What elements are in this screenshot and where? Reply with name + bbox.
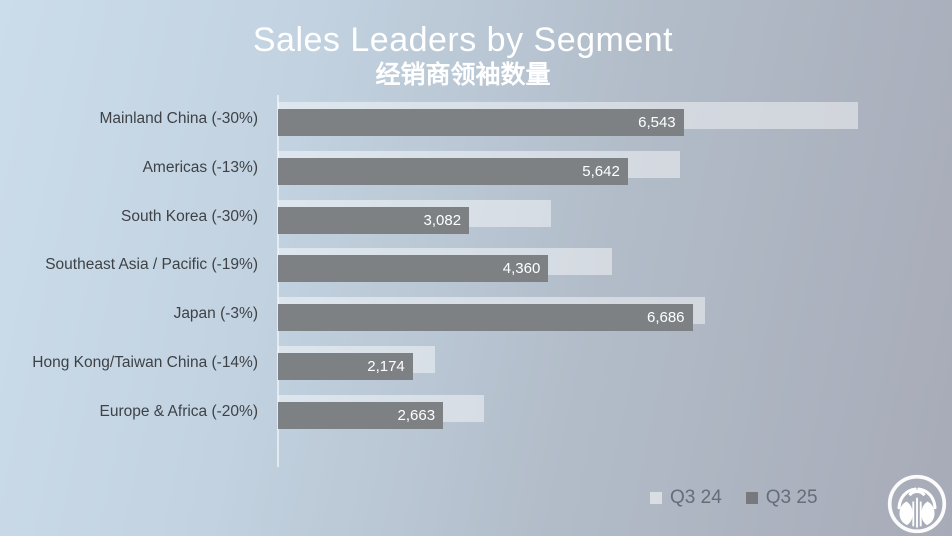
nu-skin-fountain-logo-icon [887,474,947,534]
chart-row: Americas (-13%) 5,642 [143,144,898,193]
bar-value-label: 4,360 [502,260,541,278]
chart-subtitle-chinese: 经销商领袖数量 [375,61,551,89]
chart-row: South Korea (-30%) 3,082 [121,193,898,242]
category-label: Hong Kong/Taiwan China (-14%) [32,353,258,371]
bar-value-label: 3,082 [423,211,462,229]
chart-row: Mainland China (-30%) 6,543 [99,95,898,144]
bar-value-label: 2,174 [367,357,405,375]
chart-title: Sales Leaders by Segment [252,21,674,59]
chart-header: Sales Leaders by Segment 经销商领袖数量 [0,20,926,89]
category-label: South Korea (-30%) [121,207,258,225]
category-label: Southeast Asia / Pacific (-19%) [45,256,258,274]
category-label: Americas (-13%) [142,158,258,176]
category-label: Europe & Africa (-20%) [99,402,258,420]
legend-label: Q3 25 [765,487,818,508]
bar-value-label: 6,543 [638,114,676,131]
bar-q3-25: 2,174 [278,352,413,380]
bar-q3-25: 5,642 [278,157,628,185]
chart-rows: Mainland China (-30%) 6,543 Americas (-13%… [32,95,898,437]
legend-swatch-q3-24 [650,492,662,504]
legend-item-q3-25: Q3 25 [745,487,818,509]
bar-q3-25: 6,543 [278,109,684,136]
bar-q3-25: 6,686 [278,304,693,332]
chart-row: Southeast Asia / Pacific (-19%) 4,360 [45,241,898,290]
category-label: Japan (-3%) [173,305,258,323]
bar-q3-25: 2,663 [278,401,444,429]
bar-value-label: 2,663 [397,406,436,424]
chart-row: Japan (-3%) 6,686 [174,290,898,339]
legend-label: Q3 24 [670,487,722,508]
category-label: Mainland China (-30%) [99,110,258,127]
chart-legend: Q3 24 Q3 25 [650,487,818,509]
bar-value-label: 6,686 [646,309,685,327]
chart-plot-area: Mainland China (-30%) 6,543 Americas (-13%… [32,95,898,437]
bar-q3-25: 3,082 [278,206,470,234]
bar-q3-25: 4,360 [278,255,549,283]
chart-row: Europe & Africa (-20%) 2,663 [99,388,898,437]
bar-value-label: 5,642 [582,162,620,180]
legend-item-q3-24: Q3 24 [650,487,722,509]
legend-swatch-q3-25 [745,492,758,504]
chart-row: Hong Kong/Taiwan China (-14%) 2,174 [32,339,898,388]
